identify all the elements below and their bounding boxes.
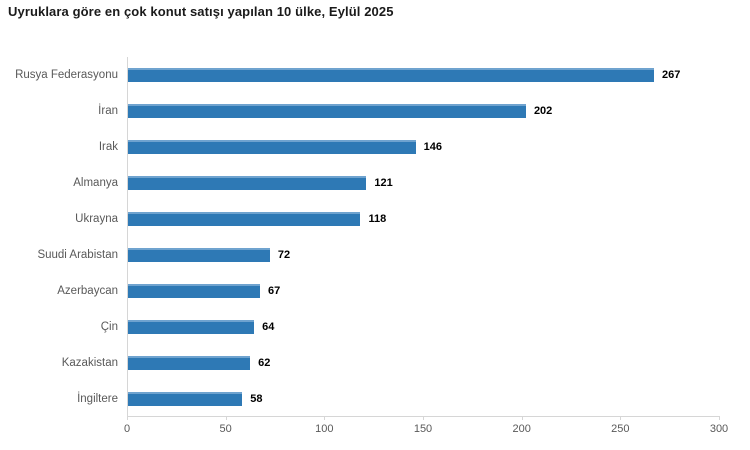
category-label: Kazakistan (61, 357, 118, 369)
value-label: 202 (533, 105, 553, 117)
x-axis-tickmark (620, 416, 622, 420)
category-label: Azerbaycan (57, 285, 118, 297)
x-axis-tickmark (225, 416, 227, 420)
x-axis-tickmark (521, 416, 523, 420)
category-label: Suudi Arabistan (37, 249, 118, 261)
bar-row: İngiltere 58 (77, 381, 719, 417)
x-axis-tick-label: 100 (315, 423, 334, 435)
x-axis-tickmark (423, 416, 424, 420)
bar-row: Çin 64 (101, 309, 719, 345)
category-label: Rusya Federasyonu (15, 69, 118, 81)
plot-area: Rusya Federasyonu 267 İran 202 Irak 146 … (15, 57, 719, 417)
value-label: 62 (258, 357, 271, 369)
bar (128, 140, 416, 154)
category-label: Irak (98, 141, 118, 153)
x-axis-tick-label: 150 (413, 423, 433, 435)
category-label: İngiltere (77, 393, 118, 405)
x-axis-tickmark (127, 416, 128, 420)
bar (128, 356, 251, 370)
x-axis-tick-label: 50 (219, 423, 232, 435)
value-label: 121 (374, 177, 393, 189)
bar-row: Azerbaycan 67 (57, 273, 719, 309)
bar-row: İran 202 (98, 93, 719, 129)
x-axis-tickmark (324, 416, 326, 420)
bar (128, 176, 367, 190)
x-axis-tickmarks (127, 416, 720, 421)
value-label: 67 (267, 285, 281, 297)
bar-row: Kazakistan 62 (62, 345, 719, 381)
bar-row: Irak 146 (99, 129, 719, 165)
bar-row: Almanya 121 (73, 165, 719, 201)
x-axis-tick-label: 300 (709, 423, 729, 435)
category-label: Çin (100, 321, 118, 333)
value-label: 118 (368, 213, 387, 225)
bar (128, 320, 255, 334)
bar (128, 68, 654, 82)
x-axis-tick-label: 0 (123, 423, 131, 435)
category-label: İran (98, 105, 118, 117)
value-label: 58 (250, 393, 263, 405)
bar-row: Ukrayna 118 (75, 201, 719, 237)
x-axis: 0 50 100 150 200 250 300 (123, 421, 728, 441)
bar-row: Suudi Arabistan 72 (37, 237, 719, 273)
category-label: Ukrayna (75, 213, 118, 225)
bar (128, 104, 526, 118)
category-label: Almanya (73, 177, 118, 189)
bar (128, 248, 270, 262)
chart-title: Uyruklara göre en çok konut satışı yapıl… (8, 4, 394, 19)
bar-row: Rusya Federasyonu 267 (15, 57, 719, 93)
value-label: 64 (262, 321, 275, 333)
x-axis-tickmark (719, 416, 720, 420)
bar (128, 392, 243, 406)
x-axis-tick-label: 250 (611, 423, 630, 435)
value-label: 146 (423, 141, 442, 153)
x-axis-tick-label: 200 (512, 423, 531, 435)
value-label: 72 (277, 249, 291, 261)
value-label: 267 (661, 69, 681, 81)
bar (128, 284, 260, 298)
bar (128, 212, 361, 226)
